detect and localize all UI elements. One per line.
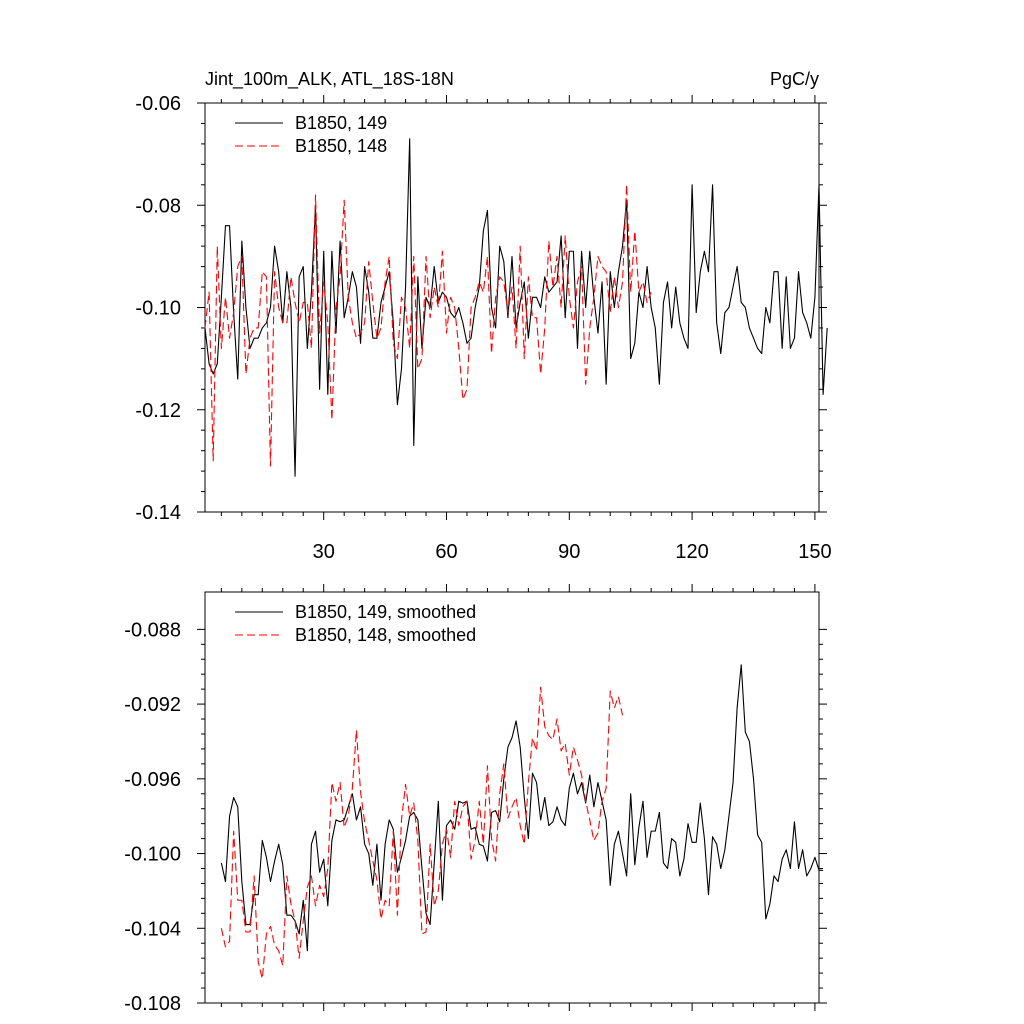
legend-label: B1850, 149 <box>295 113 387 133</box>
series-line-1 <box>204 138 828 477</box>
y-tick-label: -0.108 <box>124 993 181 1015</box>
y-tick-label: -0.12 <box>135 400 181 422</box>
chart-title: Jint_100m_ALK, ATL_18S-18N <box>205 69 454 90</box>
y-tick-label: -0.06 <box>135 93 181 115</box>
x-tick-label: 120 <box>675 541 708 563</box>
x-tick-label: 60 <box>435 541 457 563</box>
legend-label: B1850, 149, smoothed <box>295 602 476 622</box>
x-tick-label: 90 <box>558 541 580 563</box>
y-tick-label: -0.088 <box>124 619 181 641</box>
y-tick-label: -0.096 <box>124 769 181 791</box>
series-line-2 <box>220 686 624 980</box>
y-tick-label: -0.08 <box>135 195 181 217</box>
plot-frame <box>204 591 820 1004</box>
x-tick-label: 30 <box>313 541 335 563</box>
y-tick-label: -0.100 <box>124 844 181 866</box>
y-tick-label: -0.10 <box>135 298 181 320</box>
chart-panel-2: -0.108 -0.104 -0.100 -0.096 -0.092 -0.088 B185… <box>124 584 827 1015</box>
legend-label: B1850, 148 <box>295 136 387 156</box>
plot-frame <box>204 102 820 513</box>
series-line-2 <box>204 184 652 467</box>
legend: B1850, 149, smoothed B1850, 148, smoothed <box>235 602 476 645</box>
y-tick-label: -0.092 <box>124 694 181 716</box>
y-tick-label: -0.14 <box>135 502 181 524</box>
series-line-1 <box>220 664 824 952</box>
units-label: PgC/y <box>770 69 819 89</box>
x-tick-label: 150 <box>798 541 831 563</box>
chart-panel-1: 30 60 90 120 150 -0.14 -0.12 -0.10 -0.08 -0.06 B18… <box>135 93 831 563</box>
y-tick-label: -0.104 <box>124 918 181 940</box>
legend: B1850, 149 B1850, 148 <box>235 113 387 156</box>
legend-label: B1850, 148, smoothed <box>295 625 476 645</box>
